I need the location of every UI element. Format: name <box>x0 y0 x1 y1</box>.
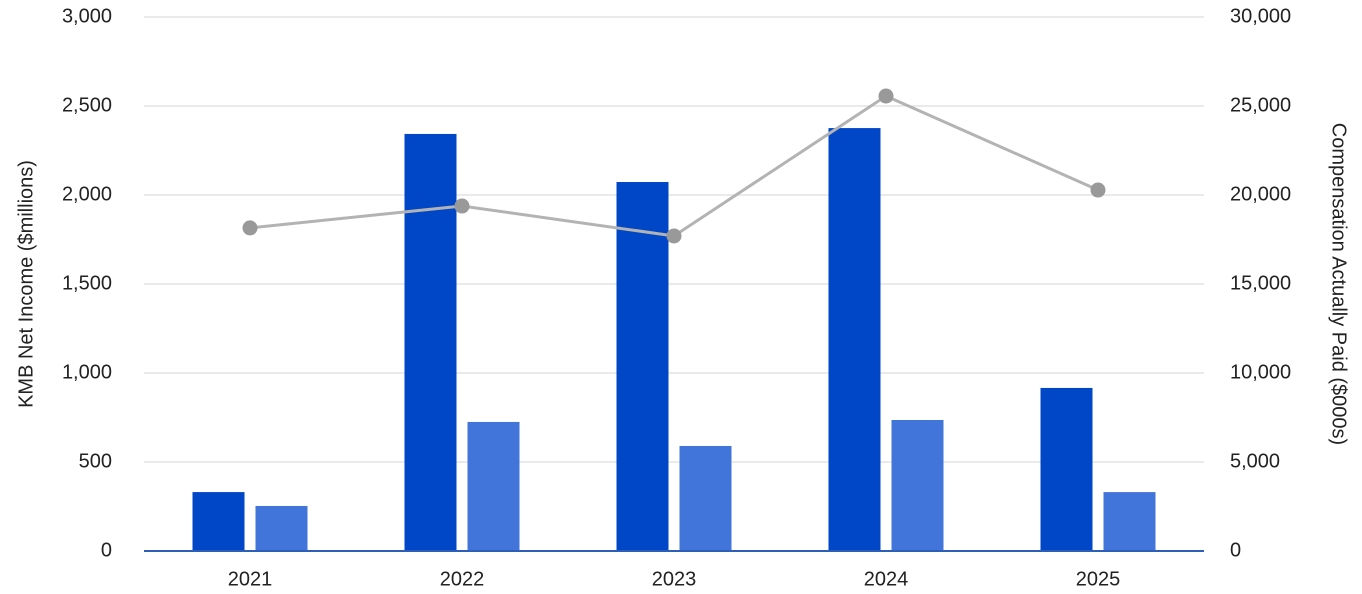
y-tick-label: 0 <box>101 539 112 561</box>
bar <box>1040 387 1093 551</box>
line-marker <box>242 220 258 236</box>
y2-tick-label: 5,000 <box>1230 450 1280 472</box>
line-marker <box>1090 182 1106 198</box>
y2-tick-label: 15,000 <box>1230 272 1291 294</box>
bar <box>891 419 944 551</box>
y2-axis-title: Compensation Actually Paid ($000s) <box>1328 123 1350 445</box>
line-marker <box>878 88 894 104</box>
line-marker <box>454 198 470 214</box>
x-tick-label: 2025 <box>1076 568 1121 590</box>
x-tick-label: 2023 <box>652 568 697 590</box>
y-tick-label: 2,000 <box>62 183 112 205</box>
bar <box>616 182 669 552</box>
y2-tick-label: 30,000 <box>1230 5 1291 27</box>
bar <box>1103 492 1156 551</box>
y-tick-label: 500 <box>79 450 112 472</box>
bar <box>404 133 457 552</box>
bar <box>828 128 881 551</box>
y2-tick-label: 20,000 <box>1230 183 1291 205</box>
y-tick-label: 3,000 <box>62 5 112 27</box>
y2-tick-label: 10,000 <box>1230 361 1291 383</box>
bar <box>192 492 245 551</box>
line-marker <box>666 228 682 244</box>
x-tick-label: 2024 <box>864 568 909 590</box>
y-tick-label: 2,500 <box>62 94 112 116</box>
bar <box>679 445 732 551</box>
x-tick-label: 2022 <box>440 568 485 590</box>
line-series <box>249 94 1099 238</box>
y2-tick-label: 0 <box>1230 539 1241 561</box>
y-tick-label: 1,500 <box>62 272 112 294</box>
y2-tick-label: 25,000 <box>1230 94 1291 116</box>
bar <box>255 505 308 551</box>
y-tick-label: 1,000 <box>62 361 112 383</box>
bar <box>467 421 520 551</box>
y-axis-title: KMB Net Income ($millions) <box>15 160 37 408</box>
x-tick-label: 2021 <box>228 568 273 590</box>
